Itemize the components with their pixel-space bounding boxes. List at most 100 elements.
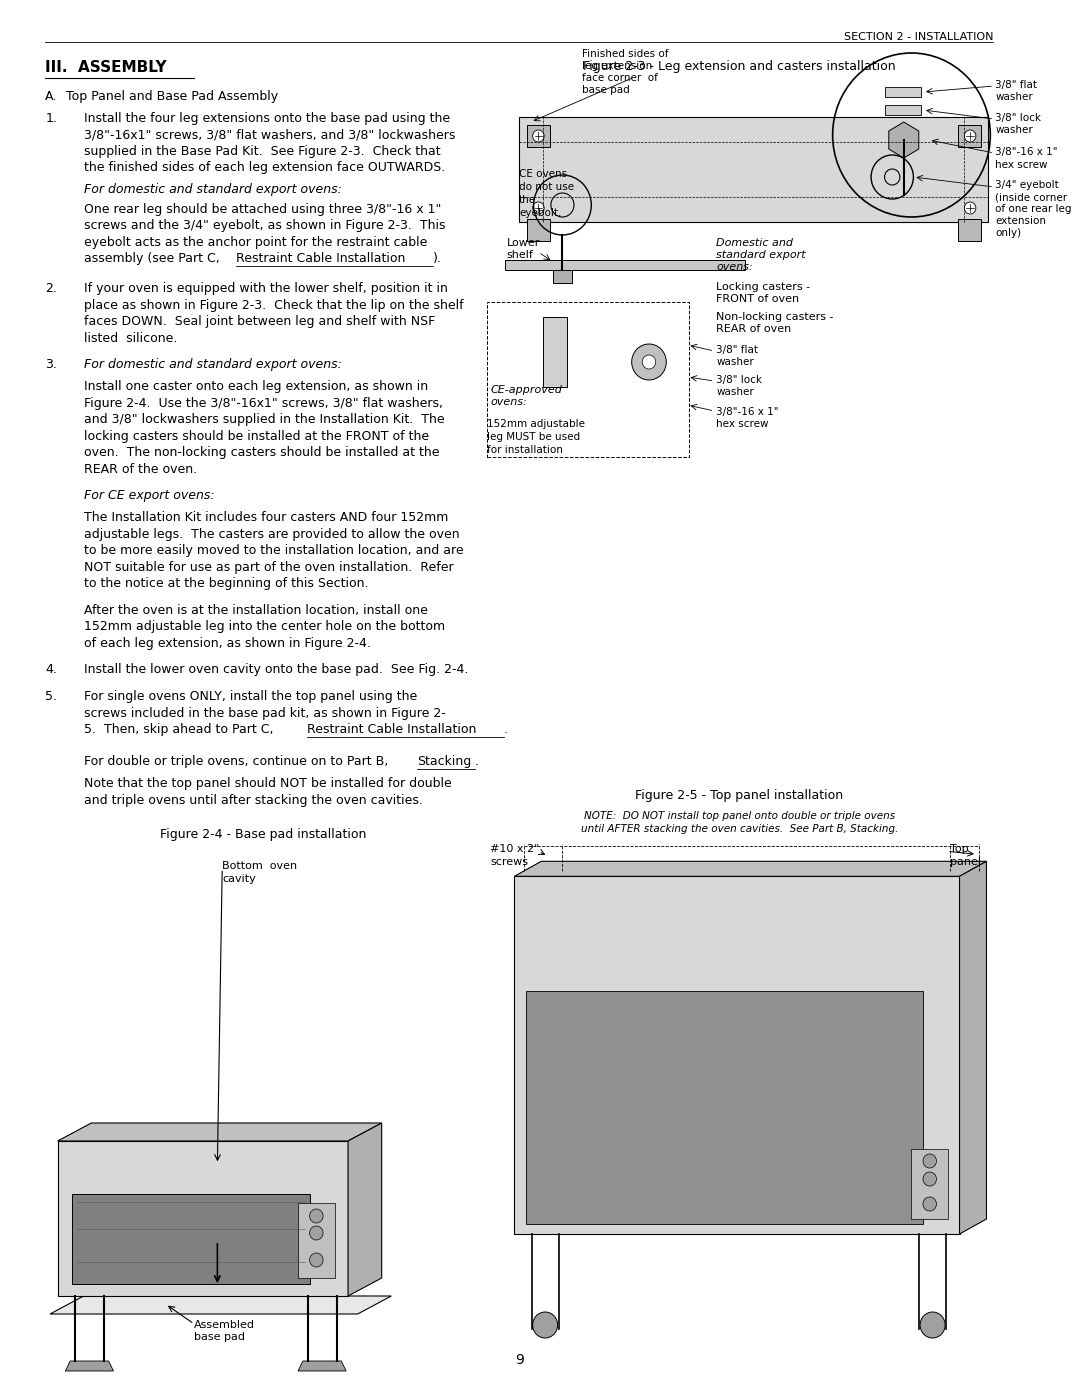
Text: If your oven is equipped with the lower shelf, position it in: If your oven is equipped with the lower … [83, 282, 447, 296]
Text: Locking casters -: Locking casters - [716, 282, 810, 292]
Text: extension: extension [995, 217, 1047, 226]
Text: locking casters should be installed at the FRONT of the: locking casters should be installed at t… [83, 430, 429, 443]
Text: Top Panel and Base Pad Assembly: Top Panel and Base Pad Assembly [66, 89, 279, 103]
Text: 3/8"-16x1" screws, 3/8" flat washers, and 3/8" lockwashers: 3/8"-16x1" screws, 3/8" flat washers, an… [83, 129, 455, 141]
Text: Restraint Cable Installation: Restraint Cable Installation [307, 724, 476, 736]
Text: 3/8" flat: 3/8" flat [995, 80, 1037, 89]
Polygon shape [57, 1123, 381, 1141]
Text: 3/8" lock: 3/8" lock [716, 374, 762, 386]
Polygon shape [504, 260, 745, 270]
Text: Top: Top [950, 844, 969, 855]
Text: to be more easily moved to the installation location, and are: to be more easily moved to the installat… [83, 545, 463, 557]
Text: adjustable legs.  The casters are provided to allow the oven: adjustable legs. The casters are provide… [83, 528, 459, 541]
Text: 3/4" eyebolt: 3/4" eyebolt [995, 180, 1058, 190]
Text: washer: washer [995, 92, 1032, 102]
Circle shape [532, 203, 544, 214]
Polygon shape [298, 1361, 346, 1370]
Circle shape [923, 1172, 936, 1186]
Text: hex screw: hex screw [995, 161, 1048, 170]
Text: NOTE:  DO NOT install top panel onto double or triple ovens: NOTE: DO NOT install top panel onto doub… [584, 812, 895, 821]
Circle shape [310, 1253, 323, 1267]
Polygon shape [553, 270, 572, 284]
Text: REAR of the oven.: REAR of the oven. [83, 462, 197, 476]
Text: Stacking: Stacking [417, 756, 472, 768]
Text: hex screw: hex screw [716, 419, 769, 429]
Text: screws included in the base pad kit, as shown in Figure 2-: screws included in the base pad kit, as … [83, 707, 445, 719]
Text: Figure 2-3 - Leg extension and casters installation: Figure 2-3 - Leg extension and casters i… [583, 60, 895, 73]
Polygon shape [57, 1141, 348, 1296]
Text: 1.: 1. [45, 112, 57, 124]
Text: base pad: base pad [194, 1331, 245, 1343]
Text: (inside corner: (inside corner [995, 191, 1067, 203]
Circle shape [310, 1227, 323, 1241]
Circle shape [632, 344, 666, 380]
Circle shape [532, 1312, 557, 1338]
Polygon shape [958, 219, 981, 242]
Text: 9: 9 [515, 1354, 524, 1368]
Polygon shape [66, 1361, 113, 1370]
Text: 3/8"-16 x 1": 3/8"-16 x 1" [716, 407, 779, 416]
Polygon shape [348, 1123, 381, 1296]
Polygon shape [514, 862, 986, 876]
Polygon shape [527, 219, 550, 242]
Text: Figure 2-4.  Use the 3/8"-16x1" screws, 3/8" flat washers,: Figure 2-4. Use the 3/8"-16x1" screws, 3… [83, 397, 443, 409]
Text: III.  ASSEMBLY: III. ASSEMBLY [45, 60, 166, 75]
Circle shape [920, 1312, 945, 1338]
Text: Restraint Cable Installation: Restraint Cable Installation [235, 253, 405, 265]
Text: ).: ). [433, 253, 442, 265]
Text: CE ovens: CE ovens [519, 169, 567, 179]
Text: leg MUST be used: leg MUST be used [487, 432, 581, 441]
Text: .: . [503, 724, 508, 736]
Text: 3/8" lock: 3/8" lock [995, 113, 1041, 123]
Circle shape [532, 130, 544, 142]
Text: Finished sides of: Finished sides of [582, 49, 669, 59]
Text: standard export: standard export [716, 250, 806, 260]
Text: For single ovens ONLY, install the top panel using the: For single ovens ONLY, install the top p… [83, 690, 417, 704]
Text: leg extension: leg extension [582, 61, 652, 71]
Text: Install one caster onto each leg extension, as shown in: Install one caster onto each leg extensi… [83, 380, 428, 394]
Text: until AFTER stacking the oven cavities.  See Part B, Stacking.: until AFTER stacking the oven cavities. … [581, 824, 899, 834]
Text: 5.: 5. [45, 690, 57, 704]
Polygon shape [50, 1296, 391, 1315]
Text: ovens:: ovens: [490, 397, 527, 407]
Text: base pad: base pad [582, 85, 630, 95]
Text: shelf: shelf [507, 250, 534, 260]
Text: washer: washer [995, 124, 1032, 136]
Text: REAR of oven: REAR of oven [716, 324, 792, 334]
Polygon shape [543, 317, 567, 387]
Text: The Installation Kit includes four casters AND four 152mm: The Installation Kit includes four caste… [83, 511, 448, 524]
Circle shape [923, 1197, 936, 1211]
Text: washer: washer [716, 358, 754, 367]
Polygon shape [959, 862, 986, 1234]
Text: For domestic and standard export ovens:: For domestic and standard export ovens: [83, 183, 341, 196]
Text: Bottom  oven: Bottom oven [222, 862, 297, 872]
Polygon shape [912, 1148, 948, 1220]
Circle shape [310, 1208, 323, 1222]
Text: screws and the 3/4" eyebolt, as shown in Figure 2-3.  This: screws and the 3/4" eyebolt, as shown in… [83, 219, 445, 232]
Text: 152mm adjustable: 152mm adjustable [487, 419, 585, 429]
Text: .: . [475, 756, 478, 768]
Text: 5.  Then, skip ahead to Part C,: 5. Then, skip ahead to Part C, [83, 724, 278, 736]
Text: 4.: 4. [45, 664, 57, 676]
Text: assembly (see Part C,: assembly (see Part C, [83, 253, 224, 265]
Text: NOT suitable for use as part of the oven installation.  Refer: NOT suitable for use as part of the oven… [83, 562, 454, 574]
Polygon shape [514, 876, 959, 1234]
Text: and 3/8" lockwashers supplied in the Installation Kit.  The: and 3/8" lockwashers supplied in the Ins… [83, 414, 444, 426]
Text: After the oven is at the installation location, install one: After the oven is at the installation lo… [83, 604, 428, 617]
Text: Domestic and: Domestic and [716, 237, 794, 249]
Text: A.: A. [45, 89, 57, 103]
Text: the: the [519, 196, 537, 205]
Text: do not use: do not use [519, 182, 575, 191]
Polygon shape [889, 122, 919, 158]
Text: the finished sides of each leg extension face OUTWARDS.: the finished sides of each leg extension… [83, 162, 445, 175]
Polygon shape [527, 124, 550, 147]
Text: One rear leg should be attached using three 3/8"-16 x 1": One rear leg should be attached using th… [83, 203, 441, 217]
Text: 3/8"-16 x 1": 3/8"-16 x 1" [995, 147, 1057, 156]
Text: only): only) [995, 228, 1022, 237]
Text: of one rear leg: of one rear leg [995, 204, 1071, 214]
Text: For CE export ovens:: For CE export ovens: [83, 489, 214, 503]
Polygon shape [72, 1194, 310, 1284]
Text: SECTION 2 - INSTALLATION: SECTION 2 - INSTALLATION [843, 32, 994, 42]
Text: ovens:: ovens: [716, 263, 753, 272]
Text: Figure 2-5 - Top panel installation: Figure 2-5 - Top panel installation [635, 789, 843, 802]
